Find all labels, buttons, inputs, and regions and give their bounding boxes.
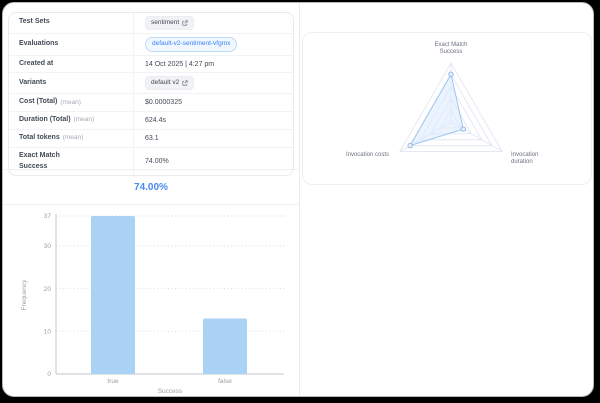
bar-false[interactable] <box>203 318 247 374</box>
evaluation-details-table: Test Sets sentiment Evaluations default-v2-… <box>8 12 294 177</box>
mean-tag: (mean) <box>73 116 95 124</box>
radar-axis-label: duration <box>511 159 533 165</box>
table-row: Exact Match Success 74.00% <box>9 147 293 176</box>
table-row: Evaluations default-v2-sentiment-vfgmx <box>9 33 293 56</box>
x-tick-false: false <box>218 378 232 385</box>
row-label: Test Sets <box>9 13 134 33</box>
row-label: Duration (Total) (mean) <box>9 112 134 129</box>
exact-match-value: 74.00% <box>145 158 169 166</box>
radar-point-0[interactable] <box>448 71 454 77</box>
radar-point-1[interactable] <box>460 126 466 132</box>
table-row: Variants default v2 <box>9 73 293 95</box>
row-label: Exact Match Success <box>9 147 134 176</box>
row-value: default-v2-sentiment-vfgmx <box>134 34 293 55</box>
row-label: Evaluations <box>9 33 134 55</box>
row-value: default v2 <box>134 73 293 93</box>
tokens-value: 63.1 <box>145 134 159 142</box>
variant-pill[interactable]: default v2 <box>145 76 195 91</box>
row-value: $0.0000325 <box>134 94 293 111</box>
row-label: Total tokens (mean) <box>9 129 134 147</box>
row-label: Created at <box>9 55 134 73</box>
mean-tag: (mean) <box>62 134 84 142</box>
svg-text:30: 30 <box>44 243 52 250</box>
row-value: 74.00% <box>134 148 293 176</box>
svg-text:37: 37 <box>44 213 52 220</box>
table-row: Test Sets sentiment <box>9 13 293 34</box>
table-row: Created at 14 Oct 2025 | 4:27 pm <box>9 55 293 74</box>
svg-text:0: 0 <box>47 371 51 378</box>
external-link-icon <box>182 20 188 26</box>
row-value: 63.1 <box>134 130 293 147</box>
svg-text:10: 10 <box>44 328 52 335</box>
row-value: 624.4s <box>134 112 293 129</box>
row-value: 14 Oct 2025 | 4:27 pm <box>134 56 293 73</box>
success-rate-title: 74.00% <box>3 170 299 205</box>
radar-axis-label: Invocation <box>511 152 538 158</box>
test-set-pill[interactable]: sentiment <box>145 16 195 30</box>
y-axis-label: Frequency <box>21 279 28 310</box>
external-link-icon <box>182 80 188 86</box>
frequency-bar-chart: 0 10 20 30 37 true false Success Frequency <box>3 205 299 396</box>
svg-text:20: 20 <box>44 286 52 293</box>
row-value: sentiment <box>134 13 293 33</box>
table-row: Duration (Total) (mean) 624.4s <box>9 112 293 130</box>
row-label: Variants <box>9 73 134 94</box>
row-label: Cost (Total) (mean) <box>9 94 134 112</box>
radar-axis-label: Invocation costs <box>346 152 389 158</box>
bar-true[interactable] <box>91 216 135 374</box>
duration-value: 624.4s <box>145 117 167 124</box>
x-tick-true: true <box>107 378 119 385</box>
table-row: Cost (Total) (mean) $0.0000325 <box>9 94 293 113</box>
mean-tag: (mean) <box>60 98 81 106</box>
evaluation-summary-panel: Test Sets sentiment Evaluations default-v2-… <box>3 3 300 396</box>
x-axis-label: Success <box>158 388 183 395</box>
cost-value: $0.0000325 <box>145 99 182 107</box>
radar-axis-label: Exact Match <box>434 42 467 48</box>
table-row: Total tokens (mean) 63.1 <box>9 129 293 148</box>
radar-axis-label: Success <box>440 49 463 55</box>
dashboard-page: Test Sets sentiment Evaluations default-v2-… <box>2 2 594 397</box>
created-at-value: 14 Oct 2025 | 4:27 pm <box>145 60 215 68</box>
metrics-radar-card: Exact Match Success Invocation duration Invo… <box>302 32 592 185</box>
evaluation-pill[interactable]: default-v2-sentiment-vfgmx <box>145 36 238 52</box>
success-chart-section: 74.00% 0 10 20 30 37 true false Success Frequenc… <box>3 169 299 396</box>
radar-data-polygon <box>409 72 464 147</box>
radar-point-2[interactable] <box>407 142 413 149</box>
